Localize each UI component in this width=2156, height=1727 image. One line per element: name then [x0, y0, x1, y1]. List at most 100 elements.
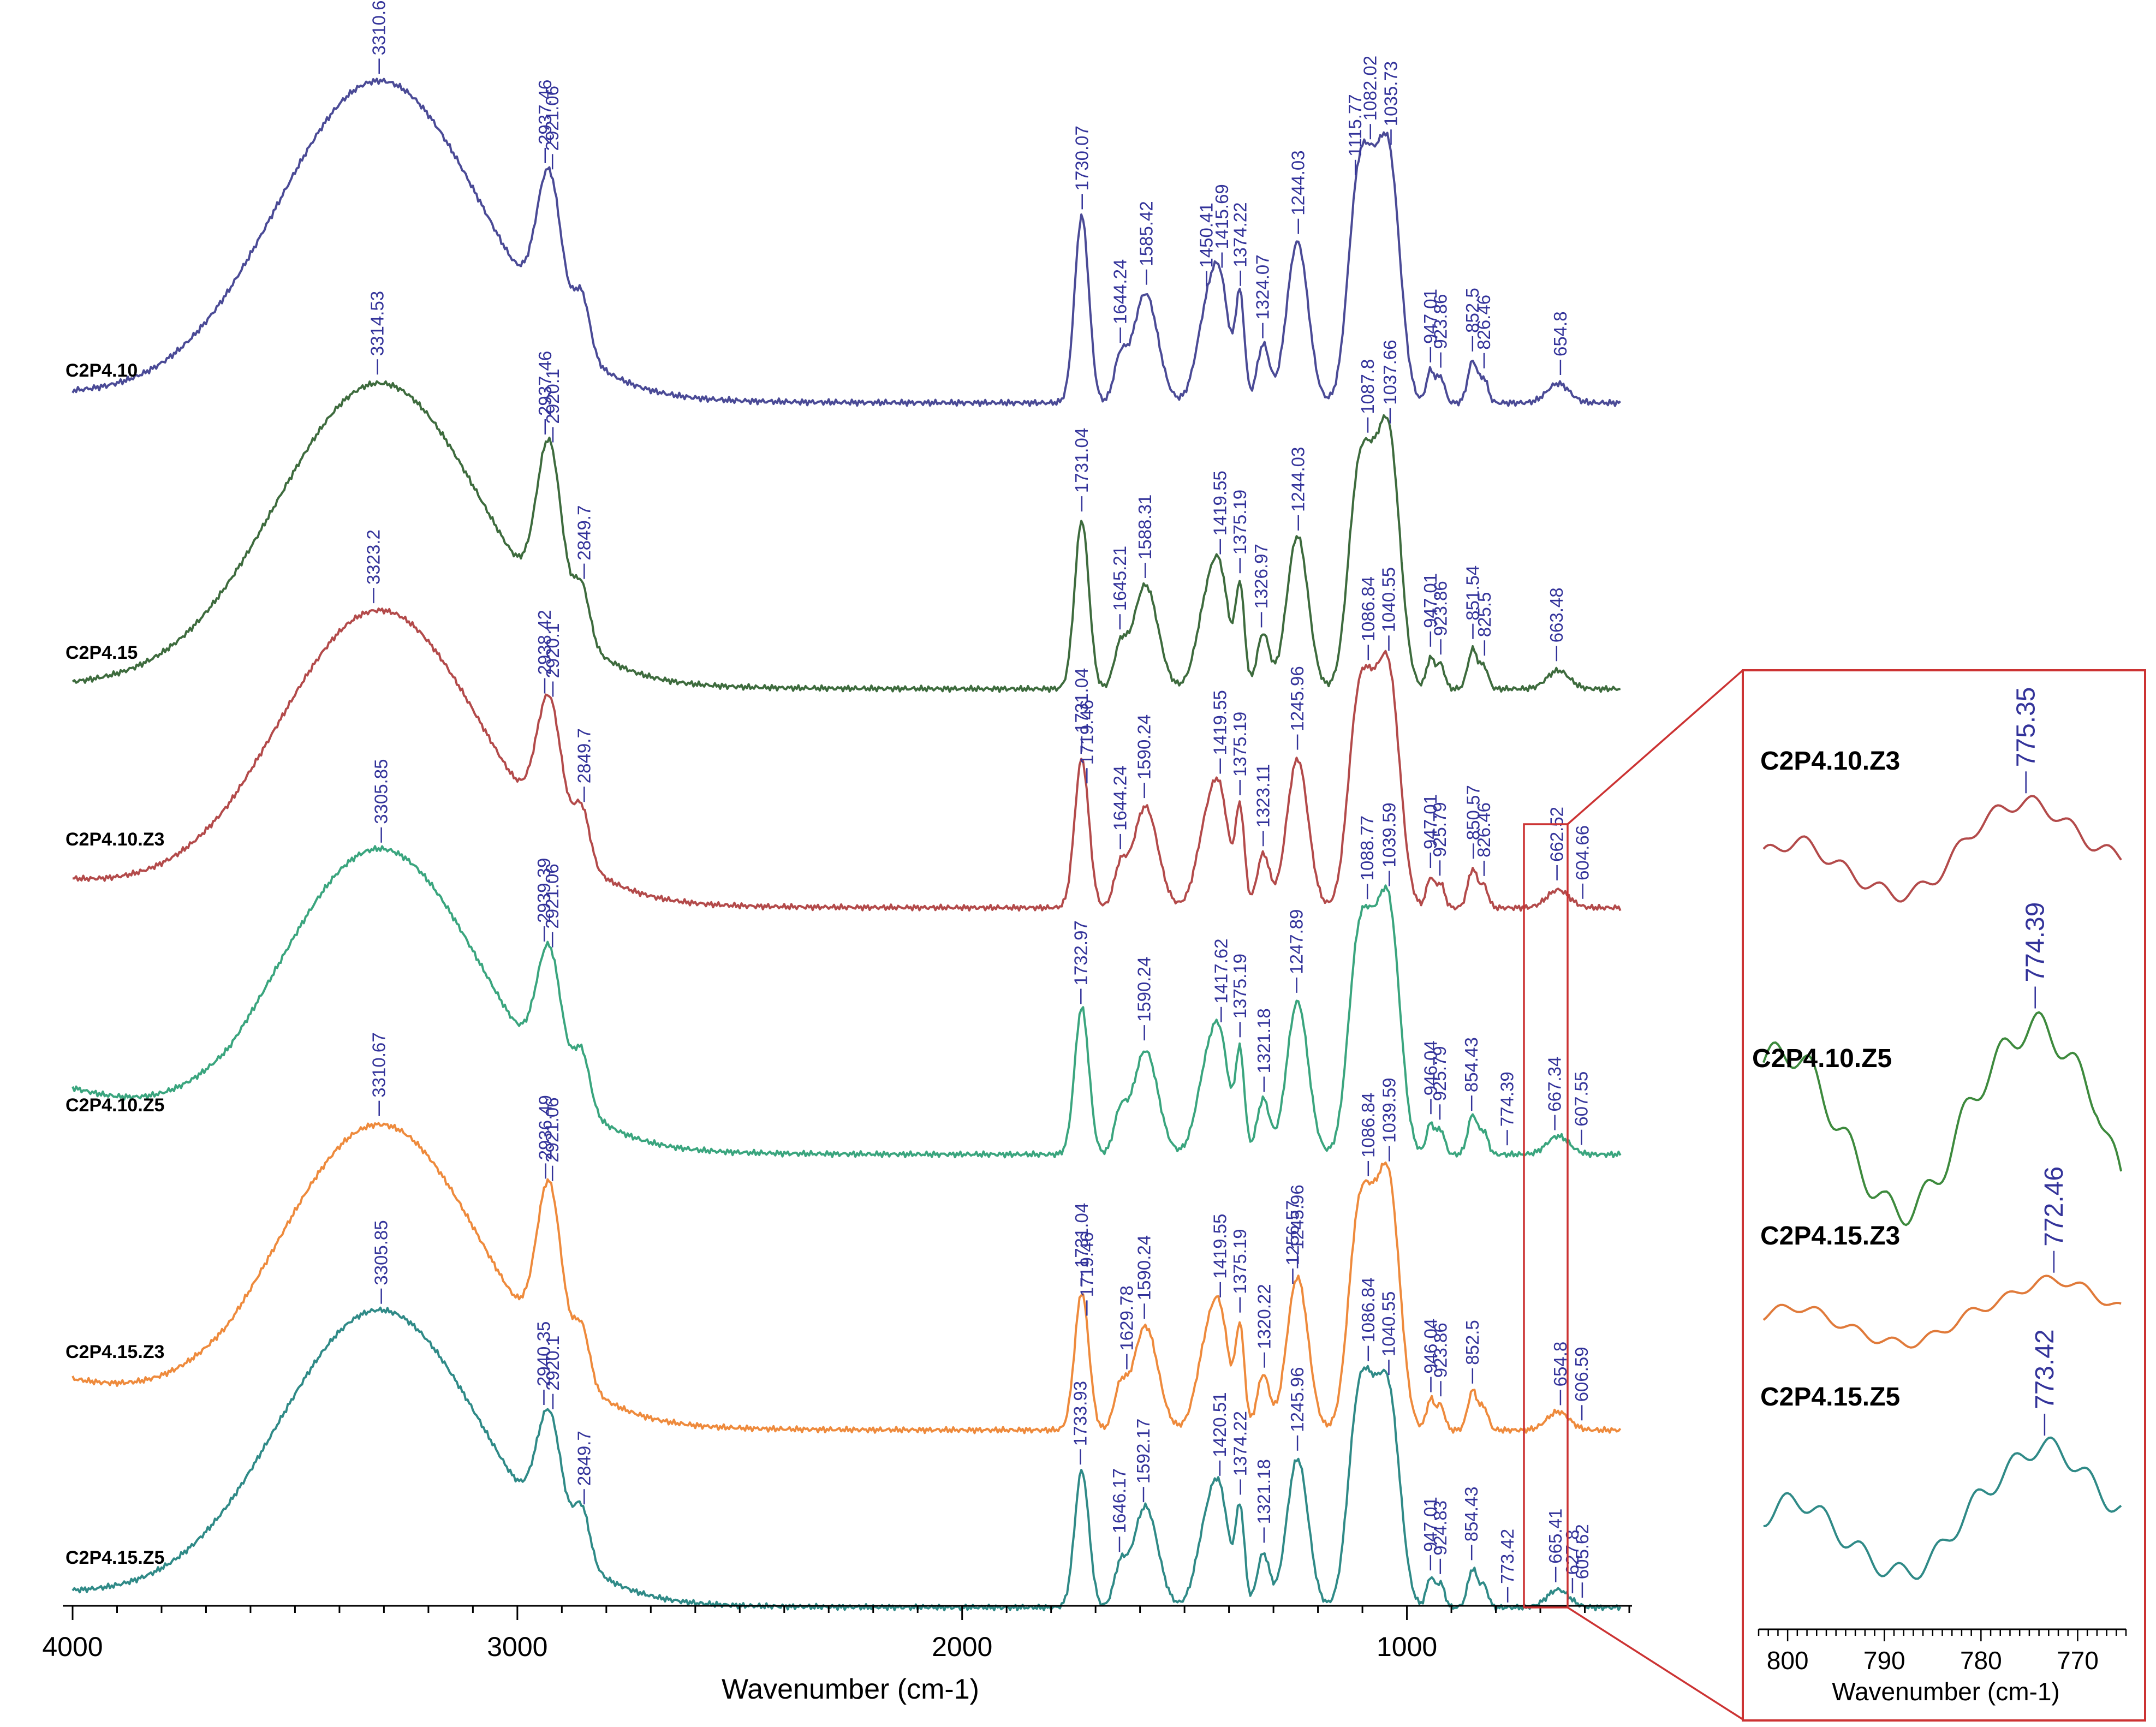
zoom-region-box: [1523, 823, 1569, 1609]
peak-label: 2938.42: [534, 610, 555, 675]
peak-label: 1087.8: [1357, 359, 1378, 414]
inset-spectrum-line-c2p4-15-z5: [1763, 1436, 2122, 1580]
peak-label: 2920.1: [543, 369, 563, 424]
peak-label: 627.8: [1562, 1530, 1582, 1575]
inset-x-tick-label: 800: [1767, 1646, 1809, 1675]
peak-label: 1645.21: [1110, 546, 1130, 611]
main-plot: C2P4.103310.672937.462921.061730.071644.…: [42, 0, 1744, 1720]
peak-label: 947.01: [1420, 794, 1440, 849]
peak-label: 1326.97: [1251, 544, 1271, 609]
peak-label: 3314.53: [367, 291, 388, 356]
peak-label: 773.42: [1497, 1529, 1517, 1584]
sample-label-c2p4-15: C2P4.15: [65, 642, 138, 663]
zoom-connector-bottom: [1567, 1606, 1743, 1720]
peak-label: 2849.7: [574, 505, 594, 561]
peak-label: 1417.62: [1211, 939, 1231, 1004]
peak-label: 663.48: [1546, 587, 1567, 642]
peak-label: 606.59: [1571, 1347, 1592, 1402]
peak-label: 2849.7: [574, 728, 594, 783]
spectrum-line-c2p4-10-z3: [72, 608, 1622, 912]
sample-label-c2p4-15-z3: C2P4.15.Z3: [65, 1342, 164, 1362]
peak-label: 654.8: [1550, 311, 1570, 356]
peak-label: 1644.24: [1110, 259, 1130, 324]
peak-label: 1256.57: [1283, 1200, 1303, 1265]
peak-label: 947.01: [1420, 1497, 1440, 1552]
peak-label: 3310.67: [369, 1032, 389, 1097]
peak-label: 1730.07: [1072, 126, 1092, 190]
peak-label: 1039.59: [1379, 802, 1399, 867]
peak-label: 2921.06: [542, 1097, 562, 1162]
peak-label: 1082.02: [1360, 56, 1380, 121]
sample-label-c2p4-10-z5: C2P4.10.Z5: [65, 1095, 164, 1116]
peak-label: 3310.67: [369, 0, 389, 55]
sample-label-c2p4-10-z3: C2P4.10.Z3: [65, 829, 164, 850]
zoom-connector-top: [1567, 669, 1744, 825]
peak-label: 1244.03: [1288, 447, 1308, 512]
peak-label: 852.5: [1462, 1320, 1482, 1365]
peak-label: 1375.19: [1230, 954, 1250, 1019]
x-tick-label: 3000: [487, 1631, 547, 1662]
peak-label: 946.04: [1421, 1319, 1441, 1374]
peak-label: 1037.66: [1380, 340, 1400, 405]
peak-label: 1731.04: [1071, 428, 1092, 493]
peak-label: 947.01: [1420, 573, 1440, 628]
peak-label: 1419.55: [1210, 1214, 1230, 1279]
peak-label: 2849.7: [574, 1431, 594, 1486]
peak-label: 1040.55: [1379, 1291, 1399, 1356]
peak-label: 1719.46: [1076, 1232, 1097, 1297]
peak-label: 774.39: [1497, 1071, 1517, 1127]
spectrum-line-c2p4-10-z5: [72, 845, 1622, 1159]
x-tick-label: 2000: [932, 1631, 992, 1662]
inset-sample-label-c2p4-15-z5: C2P4.15.Z5: [1760, 1383, 1900, 1412]
peak-label: 1731.04: [1071, 1203, 1092, 1268]
peak-label: 1646.17: [1109, 1468, 1129, 1533]
peak-label: 1732.97: [1070, 920, 1091, 985]
peak-label: 2920.1: [543, 1336, 563, 1391]
inset-frame: [1742, 669, 2146, 1722]
x-tick-label: 4000: [42, 1631, 103, 1662]
peak-label: 1320.22: [1254, 1284, 1274, 1349]
peak-label: 1245.96: [1287, 1367, 1307, 1432]
x-tick-label: 1000: [1377, 1631, 1437, 1662]
inset-spectrum-line-c2p4-10-z3: [1762, 795, 2122, 903]
peak-label: 1415.69: [1212, 184, 1232, 249]
peak-label: 1733.93: [1070, 1381, 1091, 1446]
peak-label: 851.54: [1463, 565, 1483, 621]
peak-label: 2920.1: [543, 623, 563, 678]
peak-label: 1088.77: [1357, 815, 1377, 880]
spectrum-line-c2p4-15: [72, 380, 1621, 693]
peak-label: 947.01: [1420, 289, 1440, 344]
peak-label: 1324.07: [1253, 254, 1273, 319]
peak-label: 1375.19: [1230, 712, 1250, 777]
peak-label: 2939.39: [534, 858, 554, 923]
inset-spectrum-line-c2p4-10-z5: [1762, 1011, 2123, 1226]
inset-peak-label: 774.39: [2021, 902, 2050, 982]
peak-label: 1374.22: [1230, 203, 1250, 267]
inset-x-tick-label: 790: [1863, 1646, 1905, 1675]
peak-label: 1585.42: [1136, 201, 1157, 266]
peak-label: 1244.03: [1288, 150, 1308, 215]
peak-label: 1590.24: [1134, 1235, 1154, 1300]
peak-label: 923.86: [1431, 1323, 1451, 1378]
spectrum-line-c2p4-15-z3: [72, 1122, 1622, 1434]
peak-label: 923.86: [1431, 294, 1451, 349]
peak-label: 1245.96: [1287, 666, 1307, 731]
inset-peak-label: 773.42: [2030, 1329, 2059, 1409]
peak-label: 1419.55: [1210, 690, 1230, 755]
peak-label: 826.46: [1474, 802, 1494, 857]
peak-label: 1590.24: [1134, 957, 1154, 1022]
peak-label: 1086.84: [1358, 1093, 1378, 1158]
inset-x-axis-title: Wavenumber (cm-1): [1832, 1677, 2059, 1706]
peak-label: 2921.06: [542, 86, 562, 151]
peak-label: 1719.46: [1076, 700, 1097, 765]
peak-label: 1245.96: [1287, 1184, 1307, 1249]
peak-label: 925.79: [1430, 1046, 1450, 1101]
inset-sample-label-c2p4-10-z3: C2P4.10.Z3: [1760, 747, 1900, 776]
peak-label: 925.79: [1430, 802, 1450, 857]
inset-peak-label: 772.46: [2040, 1166, 2069, 1247]
peak-label: 1731.04: [1071, 668, 1092, 733]
peak-label: 1592.17: [1133, 1419, 1153, 1484]
peak-label: 923.86: [1431, 581, 1451, 636]
